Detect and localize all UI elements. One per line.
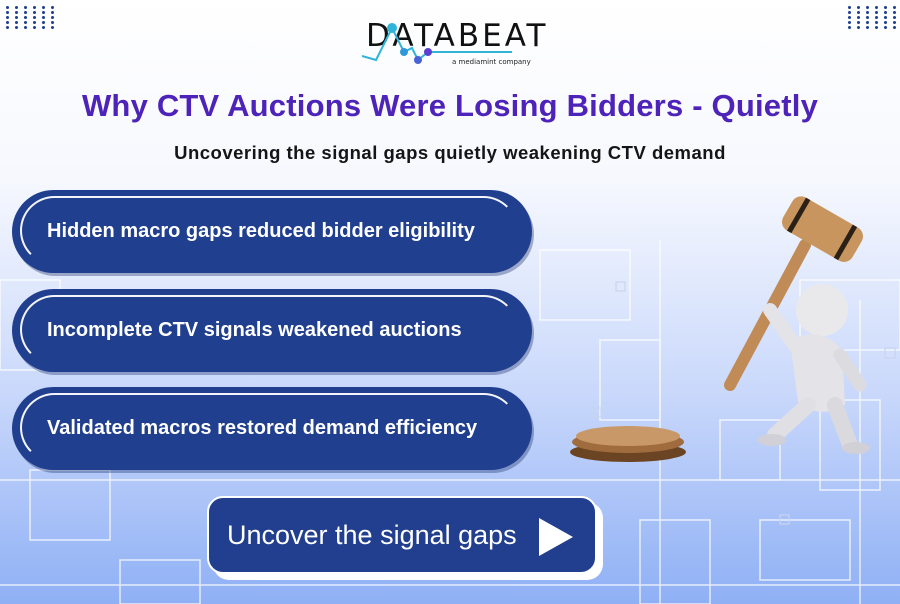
point-label: Hidden macro gaps reduced bidder eligibi… xyxy=(47,220,475,242)
play-icon xyxy=(539,518,573,556)
gavel-figure-illustration xyxy=(570,196,870,462)
point-pill-2: Incomplete CTV signals weakened auctions xyxy=(12,289,532,372)
databeat-logo: DATABEAT a mediamint company xyxy=(362,12,545,72)
point-pill-1: Hidden macro gaps reduced bidder eligibi… xyxy=(12,190,532,273)
point-label: Validated macros restored demand efficie… xyxy=(47,417,478,439)
decorative-dots xyxy=(848,6,900,29)
uncover-signal-gaps-button[interactable]: Uncover the signal gaps xyxy=(207,496,597,574)
point-label: Incomplete CTV signals weakened auctions xyxy=(47,319,462,341)
logo-tagline: a mediamint company xyxy=(452,58,531,66)
page-title: Why CTV Auctions Were Losing Bidders - Q… xyxy=(81,88,819,123)
decorative-dots xyxy=(6,6,58,29)
logo-beat-line-icon xyxy=(362,23,512,64)
point-pill-3: Validated macros restored demand efficie… xyxy=(12,387,532,470)
page-subtitle: Uncovering the signal gaps quietly weake… xyxy=(174,142,726,163)
cta-label: Uncover the signal gaps xyxy=(227,519,517,550)
